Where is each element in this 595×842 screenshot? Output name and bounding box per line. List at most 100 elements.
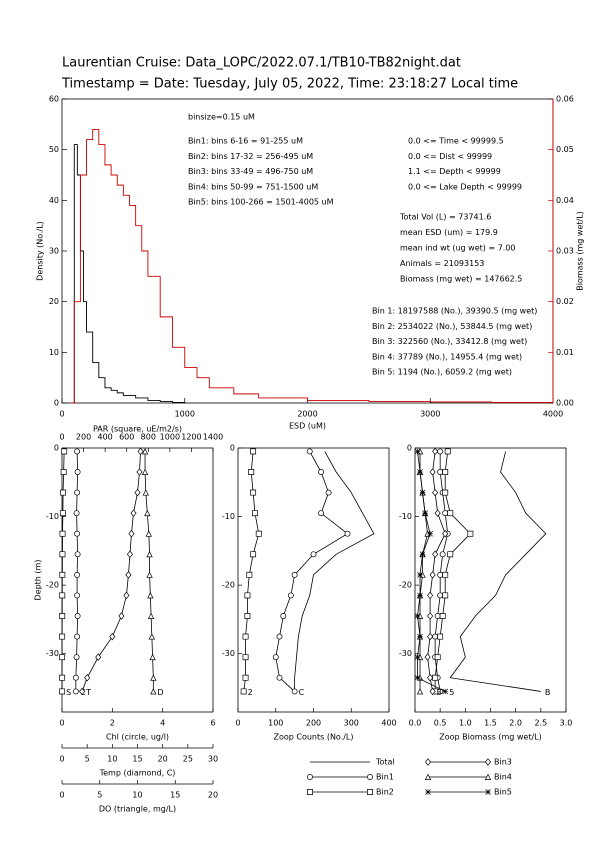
marker (60, 489, 67, 496)
marker (414, 654, 421, 660)
marker (414, 613, 421, 619)
marker (72, 674, 79, 681)
marker (148, 633, 156, 640)
plot-frame (414, 447, 567, 713)
marker (439, 613, 446, 619)
marker (126, 550, 134, 559)
y2-axis-label: Biomass (mg wet/L) (576, 211, 585, 291)
x-axis-label: PAR (square, uE/m2/s) (93, 425, 182, 434)
marker (310, 551, 317, 558)
marker (417, 572, 423, 578)
x-tick-label: 300 (344, 719, 359, 728)
annotation: binsize=0.15 uM (188, 113, 255, 122)
x-tick-label: 2.5 (534, 719, 547, 728)
x-tick-label: 1200 (181, 433, 201, 442)
y2-tick-label: 0.06 (556, 95, 574, 104)
marker (318, 469, 324, 475)
marker (437, 633, 444, 640)
x-tick-label: 3000 (420, 410, 440, 419)
marker (72, 688, 79, 695)
marker (59, 674, 66, 681)
marker (417, 592, 423, 599)
marker (147, 612, 155, 619)
profile-line (81, 451, 141, 692)
x-tick-label: 400 (381, 719, 396, 728)
marker (109, 632, 116, 641)
end-label: D (157, 688, 163, 697)
y2-tick-label: 0.03 (556, 247, 574, 256)
annotation: 0.0 <= Time < 99999.5 (408, 137, 504, 146)
marker (434, 613, 441, 619)
marker (242, 654, 249, 661)
y-tick-label: -20 (222, 581, 235, 590)
marker (95, 653, 102, 661)
x-tick-label: 0.0 (409, 719, 422, 728)
x-tick-label: 0.5 (434, 719, 447, 728)
marker (61, 448, 68, 455)
annotation: mean ind wt (ug wet) = 7.00 (400, 244, 516, 253)
marker (145, 530, 152, 537)
y-tick-label: -20 (399, 581, 412, 590)
marker (414, 674, 421, 681)
marker (128, 529, 135, 538)
y-tick-label: 40 (49, 196, 59, 205)
marker (442, 510, 449, 517)
marker (447, 510, 454, 517)
end-label: 2 (248, 688, 253, 697)
marker (74, 613, 81, 619)
marker (427, 673, 434, 682)
end-label: 3 (437, 688, 442, 697)
marker (424, 758, 432, 766)
x-tick-label: 0 (59, 791, 64, 800)
x-tick-label: 30 (208, 755, 218, 764)
annotation: Animals = 21093153 (400, 259, 484, 268)
x-tick-label: 1000 (175, 410, 195, 419)
marker (142, 489, 149, 496)
marker (74, 530, 81, 537)
marker (59, 633, 66, 640)
y2-tick-label: 0.01 (556, 348, 574, 357)
x-axis-label: Zoop Biomass (mg wet/L) (439, 733, 541, 742)
series-line (71, 128, 554, 404)
marker (432, 633, 439, 640)
marker (125, 571, 132, 579)
marker (252, 510, 258, 517)
end-label: 5 (449, 688, 454, 697)
annotation: Bin 1: 18197588 (No.), 39390.5 (mg wet) (372, 307, 537, 316)
marker (307, 789, 313, 795)
marker (425, 789, 431, 795)
marker (442, 469, 449, 475)
marker (367, 789, 373, 795)
annotation: Bin4: bins 50-99 = 751-1500 uM (188, 182, 318, 191)
x-tick-label: 15 (132, 755, 142, 764)
marker (74, 489, 81, 496)
marker (59, 530, 66, 537)
marker (427, 591, 434, 600)
marker (429, 468, 436, 476)
marker (146, 550, 153, 558)
annotation: 1.1 <= Depth < 99999 (408, 167, 501, 176)
end-label: T (85, 688, 91, 697)
y-tick-label: 0 (54, 444, 59, 453)
y-tick-label: 60 (49, 95, 59, 104)
x-tick-label: 25 (183, 755, 193, 764)
annotation: Bin 3: 322560 (No.), 33412.8 (mg wet) (372, 337, 527, 346)
annotation: Biomass (mg wet) = 147662.5 (400, 275, 522, 284)
x-tick-label: 0 (59, 433, 64, 442)
marker (434, 654, 441, 661)
marker (130, 509, 137, 517)
x-tick-label: 4000 (543, 410, 563, 419)
marker (79, 687, 86, 696)
marker (59, 551, 66, 558)
marker (367, 774, 373, 780)
marker (416, 688, 424, 695)
marker (141, 448, 149, 455)
y-tick-label: -10 (46, 512, 59, 521)
marker (248, 469, 255, 475)
marker (250, 551, 257, 558)
marker (74, 469, 81, 475)
marker (442, 571, 449, 578)
marker (150, 674, 157, 681)
legend-label: Bin5 (494, 788, 512, 797)
